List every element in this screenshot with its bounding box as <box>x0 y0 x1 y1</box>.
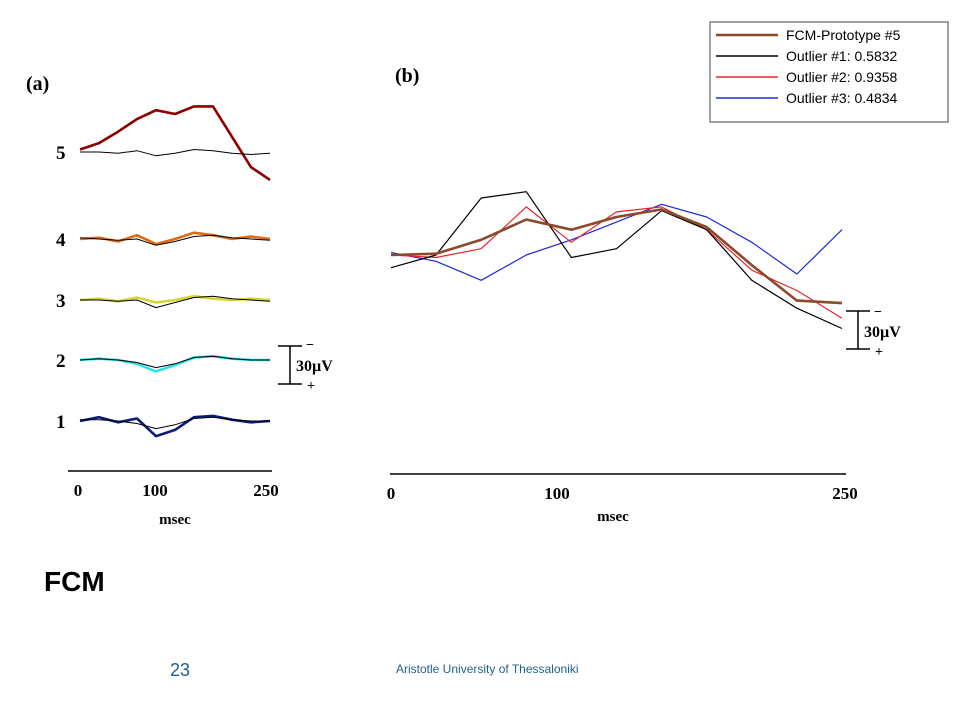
legend-label-1: FCM-Prototype #5 <box>786 27 901 43</box>
slide-title: FCM <box>44 566 105 597</box>
slide-footer: Aristotle University of Thessaloniki <box>396 662 579 676</box>
panel-b-scale-bar-minus: − <box>874 305 882 320</box>
panel-a-row-5-trial-trace <box>79 105 271 181</box>
panel-a-row-1-prototype-trace <box>80 416 270 430</box>
panel-a-label: (a) <box>26 73 49 95</box>
panel-b-series-outlier-3-0-4834 <box>390 203 843 281</box>
panel-a-row-label-3: 3 <box>56 291 66 312</box>
legend-label-4: Outlier #3: 0.4834 <box>786 90 898 106</box>
panel-b-series-fcm-prototype-5 <box>390 208 843 305</box>
panel-a-scale-bar-label: 30µV <box>296 358 333 375</box>
panel-a-scale-bar-minus: − <box>306 338 314 353</box>
panel-a-x-tick-0: 0 <box>74 481 83 500</box>
panel-b: (b) 0 100 250 msec − 30µV + FCM-Prototyp… <box>387 21 949 525</box>
panel-b-scale-bar-plus: + <box>875 345 883 360</box>
legend: FCM-Prototype #5 Outlier #1: 0.5832 Outlie… <box>709 21 949 123</box>
legend-items: FCM-Prototype #5 Outlier #1: 0.5832 Outlie… <box>716 27 901 106</box>
panel-b-scale-bar: − 30µV + <box>846 305 901 360</box>
panel-a-x-tick-100: 100 <box>142 481 168 500</box>
panel-b-x-tick-250: 250 <box>832 484 858 503</box>
panel-b-x-axis-title: msec <box>597 509 629 525</box>
panel-b-label: (b) <box>395 65 419 87</box>
panel-a-row-5-prototype-trace <box>80 149 271 157</box>
panel-a-row-2-prototype-trace <box>79 355 270 369</box>
panel-a-row-label-5: 5 <box>56 143 66 164</box>
panel-a-row-label-1: 1 <box>56 412 66 433</box>
legend-label-2: Outlier #1: 0.5832 <box>786 48 898 64</box>
panel-a-row-1-trial-trace <box>79 414 271 438</box>
panel-b-traces <box>390 191 843 330</box>
legend-box <box>709 21 949 123</box>
panel-a-scale-bar-plus: + <box>307 379 315 394</box>
panel-a: (a) 5 4 3 2 1 0 100 250 msec − 30µV + <box>26 73 333 528</box>
panel-b-x-tick-0: 0 <box>387 484 396 503</box>
panel-a-row-label-4: 4 <box>56 230 66 251</box>
panel-a-scale-bar: − 30µV + <box>278 338 333 394</box>
panel-b-scale-bar-label: 30µV <box>864 324 901 341</box>
legend-label-3: Outlier #2: 0.9358 <box>786 69 898 85</box>
panel-a-row-4-prototype-trace <box>79 234 271 246</box>
panel-b-x-tick-100: 100 <box>544 484 570 503</box>
panel-a-traces: 5 4 3 2 1 <box>56 105 271 438</box>
panel-b-series-outlier-1-0-5832 <box>390 191 843 330</box>
panel-a-row-3-prototype-trace <box>80 295 271 309</box>
panel-b-series-outlier-2-0-9358 <box>390 206 843 319</box>
slide-number: 23 <box>170 660 191 680</box>
panel-a-row-label-2: 2 <box>56 351 66 372</box>
panel-a-x-axis-title: msec <box>159 512 191 528</box>
panel-a-x-tick-250: 250 <box>253 481 279 500</box>
